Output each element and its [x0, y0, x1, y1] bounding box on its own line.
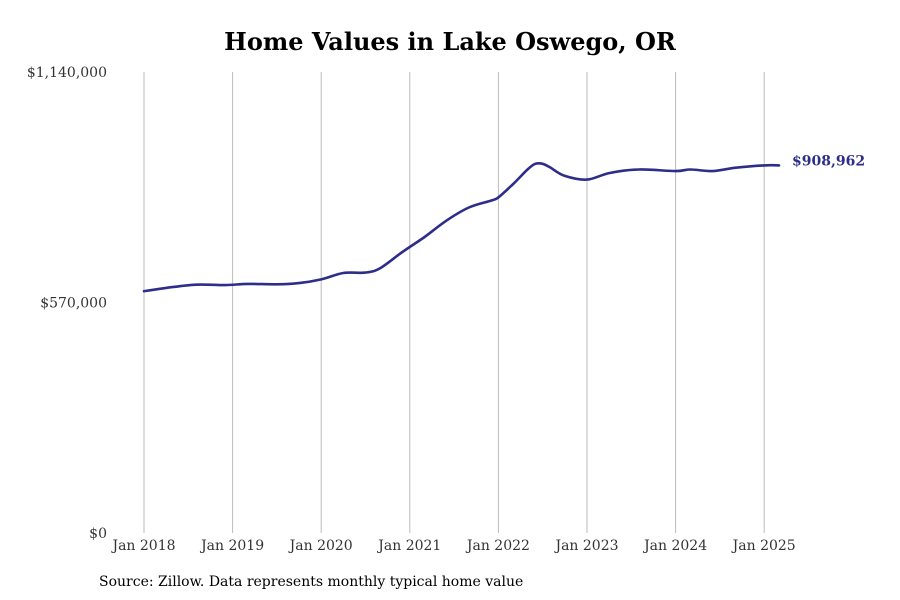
y-axis-ticks: $0 $570,000 $1,140,000: [27, 65, 107, 542]
x-tick-label: Jan 2022: [465, 538, 530, 554]
x-tick-label: Jan 2023: [553, 538, 618, 554]
x-tick-label: Jan 2020: [288, 538, 353, 554]
x-tick-label: Jan 2025: [731, 538, 796, 554]
series-line: [142, 161, 781, 293]
x-tick-label: Jan 2018: [110, 538, 175, 554]
y-tick-label: $1,140,000: [27, 65, 107, 81]
end-value-label: $908,962: [792, 153, 865, 169]
x-axis-ticks: Jan 2018 Jan 2019 Jan 2020 Jan 2021 Jan 2022…: [110, 538, 795, 554]
x-tick-label: Jan 2021: [376, 538, 441, 554]
y-tick-label: $0: [89, 526, 107, 542]
end-label-layer: $908,962: [792, 153, 865, 169]
chart-title: Home Values in Lake Oswego, OR: [224, 27, 676, 56]
y-tick-label: $570,000: [40, 296, 107, 312]
gridlines: [143, 72, 765, 533]
x-tick-label: Jan 2024: [642, 538, 707, 554]
series-layer: [142, 161, 781, 293]
source-note: Source: Zillow. Data represents monthly …: [99, 574, 524, 590]
x-tick-label: Jan 2019: [199, 538, 264, 554]
